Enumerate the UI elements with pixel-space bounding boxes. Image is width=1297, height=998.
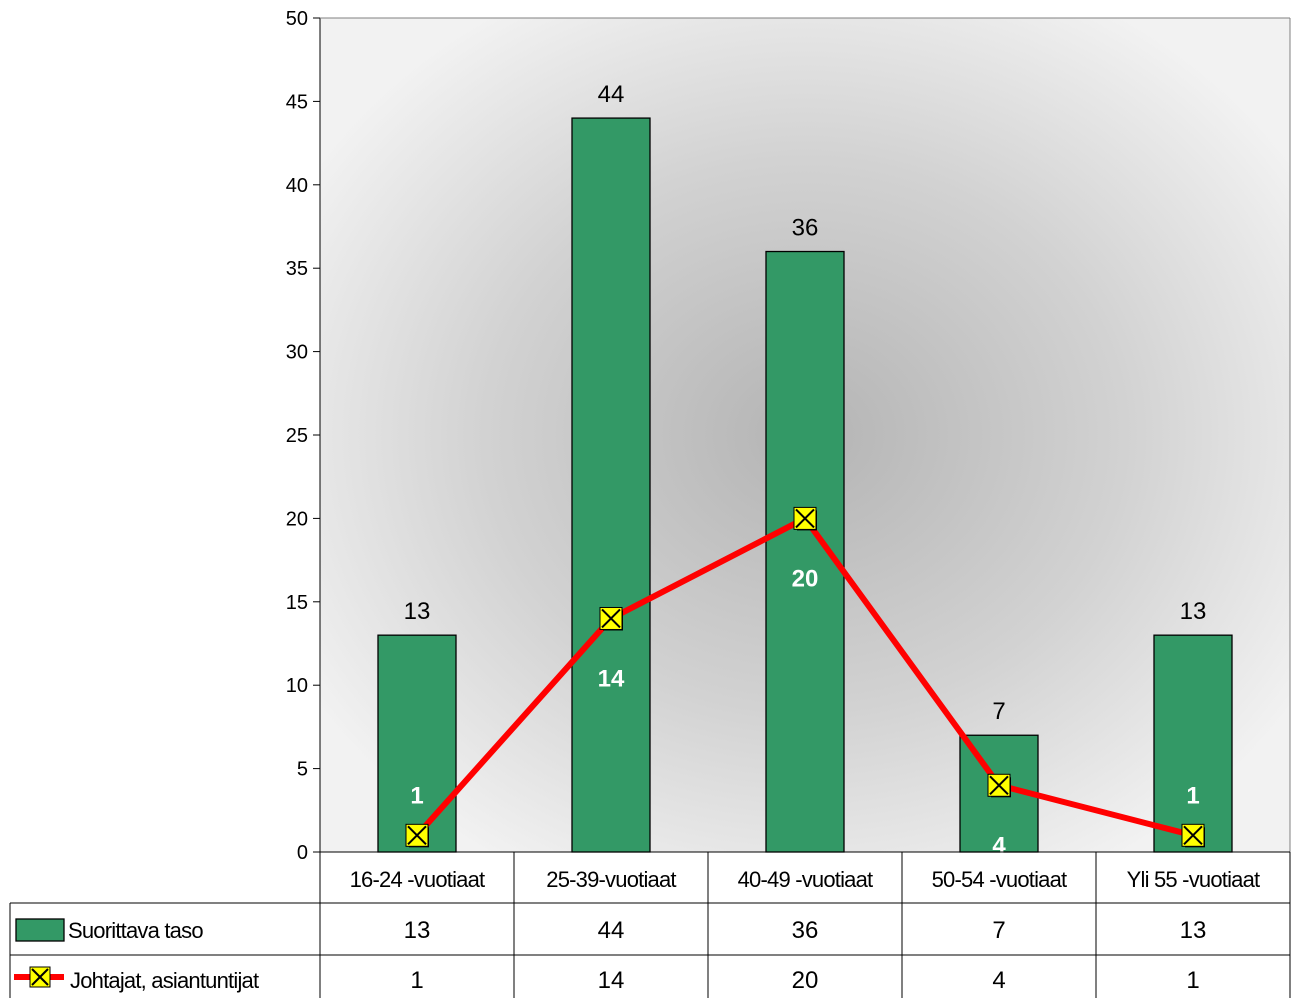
line-marker (1181, 823, 1205, 848)
bar-data-labels: 13 44 36 7 13 (404, 81, 1207, 725)
y-tick-label: 15 (286, 592, 308, 614)
line-marker (405, 823, 429, 848)
table-cell-value: 13 (404, 917, 431, 944)
y-tick-label: 25 (286, 425, 308, 447)
line-data-label: 1 (410, 782, 423, 809)
x-category-label: 40-49 -vuotiaat (738, 867, 873, 892)
table-cell-value: 1 (1186, 967, 1199, 994)
bar-data-label: 13 (404, 598, 431, 625)
bar (1153, 634, 1233, 853)
table-cell-value: 36 (792, 917, 819, 944)
y-tick-label: 5 (297, 759, 308, 781)
y-tick-label: 30 (286, 342, 308, 364)
line-marker (987, 773, 1011, 798)
y-tick-label: 35 (286, 258, 308, 280)
marker-x (795, 508, 815, 529)
line-data-label: 4 (992, 832, 1006, 859)
bars (377, 117, 1233, 853)
table-cell-value: 13 (1180, 917, 1207, 944)
table-cell-value: 1 (410, 967, 423, 994)
bar (571, 117, 651, 853)
line-data-label: 14 (598, 665, 625, 692)
data-table: 16-24 -vuotiaat 25-39-vuotiaat 40-49 -vuot… (9, 851, 1291, 998)
y-tick-label: 20 (286, 508, 308, 530)
y-tick-label: 50 (286, 8, 308, 30)
y-tick-label: 10 (286, 675, 308, 697)
table-cell-value: 20 (792, 967, 819, 994)
legend-key-bar (15, 918, 65, 942)
line-series: 1 14 20 4 1 (405, 506, 1205, 859)
table-cell-value: 7 (992, 917, 1005, 944)
legend-label-bar: Suorittava taso (68, 918, 203, 943)
marker-x (989, 775, 1009, 795)
bar-data-label: 13 (1180, 598, 1207, 625)
table-cell-value: 14 (598, 967, 625, 994)
x-category-label: 50-54 -vuotiaat (932, 867, 1067, 892)
line-data-label: 20 (792, 565, 819, 592)
x-category-label: 25-39-vuotiaat (546, 867, 676, 892)
y-tick-label: 0 (297, 842, 308, 864)
marker-x (1183, 825, 1203, 846)
table-cell-value: 4 (992, 967, 1005, 994)
line-data-label: 1 (1186, 782, 1199, 809)
bar-data-label: 36 (792, 215, 819, 242)
legend-label-line: Johtajat, asiantuntijat (70, 968, 259, 993)
y-tick-label: 40 (286, 175, 308, 197)
bar (377, 634, 457, 853)
table-cell-value: 44 (598, 917, 625, 944)
marker-x (601, 608, 621, 629)
line-marker (599, 606, 623, 631)
y-tick-label: 45 (286, 91, 308, 113)
bar-data-label: 44 (598, 81, 625, 108)
y-axis: 0 5 10 15 20 25 30 35 40 45 50 (286, 8, 1291, 864)
bar-data-label: 7 (992, 698, 1005, 725)
marker-x (407, 825, 427, 846)
legend-key-marker-x (31, 968, 49, 986)
x-category-label: 16-24 -vuotiaat (350, 867, 485, 892)
x-category-label: Yli 55 -vuotiaat (1127, 867, 1260, 892)
line-marker (793, 506, 817, 531)
